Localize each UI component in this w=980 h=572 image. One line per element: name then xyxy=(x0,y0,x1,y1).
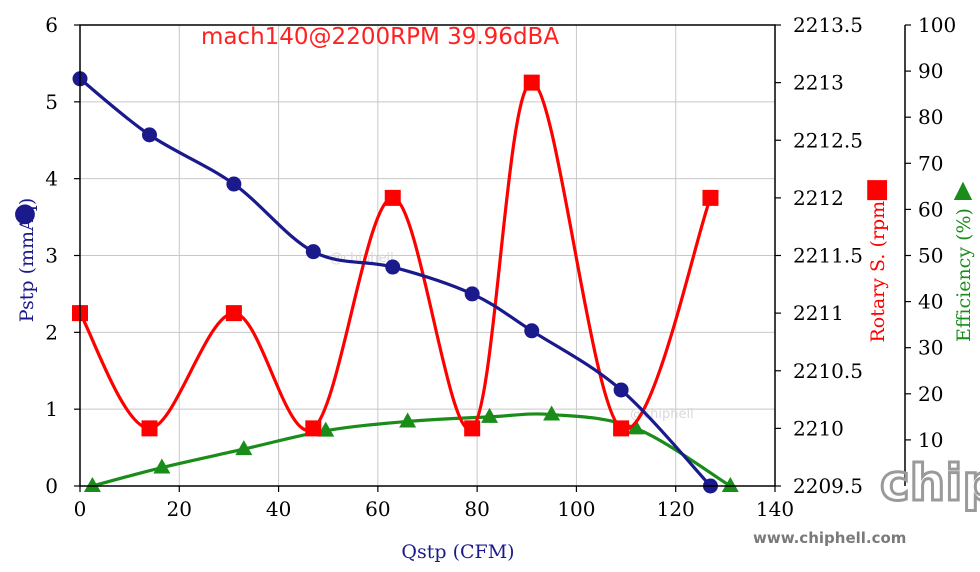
right2-axis-title-group: Efficiency (%) xyxy=(953,208,975,342)
efficiency-point xyxy=(153,458,171,474)
right2-tick-label: 10 xyxy=(918,428,943,452)
x-tick-label: 20 xyxy=(167,497,192,521)
right1-axis-title-group: Rotary S. (rpm) xyxy=(867,193,889,342)
x-tick-label: 40 xyxy=(266,497,291,521)
pstp-point xyxy=(305,244,321,260)
rotary-s-point xyxy=(384,189,401,206)
right1-tick-label: 2209.5 xyxy=(793,474,863,498)
right1-tick-label: 2212.5 xyxy=(793,128,863,152)
efficiency-point xyxy=(235,440,253,456)
right1-tick-label: 2213 xyxy=(793,71,844,95)
left-tick-label: 5 xyxy=(45,90,58,114)
efficiency-point xyxy=(317,421,335,437)
x-tick-label: 100 xyxy=(557,497,595,521)
x-tick-label: 0 xyxy=(74,497,87,521)
efficiency-point xyxy=(399,412,417,428)
right2-tick-label: 80 xyxy=(918,105,943,129)
right1-tick-label: 2211 xyxy=(793,301,844,325)
pstp-point xyxy=(464,286,480,302)
rotary-s-point xyxy=(613,420,630,437)
watermark-mark: @chiphell xyxy=(630,407,694,422)
rotary-s-point xyxy=(305,420,322,437)
efficiency-point xyxy=(481,407,499,423)
right1-tick-label: 2210 xyxy=(793,416,844,440)
right1-axis-marker-square: ■ xyxy=(865,174,890,204)
left-tick-label: 4 xyxy=(45,167,58,191)
right1-tick-label: 2213.5 xyxy=(793,13,863,37)
right1-tick-label: 2210.5 xyxy=(793,359,863,383)
right1-tick-label: 2212 xyxy=(793,186,844,210)
x-tick-label: 80 xyxy=(464,497,489,521)
x-tick-label: 140 xyxy=(756,497,794,521)
x-tick-label: 120 xyxy=(657,497,695,521)
left-tick-label: 3 xyxy=(45,244,58,268)
site-watermark: www.chiphell.com xyxy=(753,529,906,547)
chiphell-logo-text: chip hell xyxy=(880,454,980,512)
chart-title: mach140@2200RPM 39.96dBA xyxy=(201,24,559,50)
rotary-s-point xyxy=(702,189,719,206)
chiphell-logo: chip hell xyxy=(879,453,980,514)
grid-lines xyxy=(80,25,775,486)
right2-tick-label: 90 xyxy=(918,59,943,83)
right2-tick-label: 70 xyxy=(918,151,943,175)
x-axis-title: Qstp (CFM) xyxy=(401,541,514,563)
pstp-point xyxy=(226,176,242,192)
left-tick-label: 6 xyxy=(45,13,58,37)
right1-tick-label: 2211.5 xyxy=(793,244,863,268)
pstp-point xyxy=(385,259,401,275)
left-axis-marker-circle: ● xyxy=(14,198,37,228)
efficiency-point xyxy=(83,477,101,492)
rotary-s-point xyxy=(141,420,158,437)
rotary-s-point xyxy=(464,420,481,437)
rotary-s-point xyxy=(225,305,242,322)
right2-axis-marker-triangle: ▲ xyxy=(954,175,973,203)
pstp-point xyxy=(613,382,629,398)
right1-axis-title: Rotary S. (rpm) xyxy=(867,193,889,342)
pstp-point xyxy=(524,323,540,339)
left-axis-title: Pstp (mmAq) xyxy=(16,198,38,323)
tick-layer: 0 20 40 60 80 100 120 140 0 1 2 3 4 5 6 2209.5 2210 2210.… xyxy=(45,13,956,521)
left-tick-label: 1 xyxy=(45,397,58,421)
efficiency-point xyxy=(627,419,645,435)
right2-tick-label: 20 xyxy=(918,382,943,406)
right2-axis-title: Efficiency (%) xyxy=(953,208,975,342)
right2-tick-label: 60 xyxy=(918,197,943,221)
efficiency-point xyxy=(543,405,561,421)
right2-tick-label: 50 xyxy=(918,244,943,268)
right2-tick-label: 100 xyxy=(918,13,956,37)
efficiency-point xyxy=(721,477,739,492)
left-tick-label: 2 xyxy=(45,320,58,344)
right2-tick-label: 30 xyxy=(918,336,943,360)
left-tick-label: 0 xyxy=(45,474,58,498)
pstp-point xyxy=(142,127,157,143)
series-layer xyxy=(72,71,739,494)
rotary-s-point xyxy=(523,74,540,91)
x-tick-label: 60 xyxy=(365,497,390,521)
left-axis-title-group: Pstp (mmAq) xyxy=(16,198,38,323)
rotary-s-series-line xyxy=(78,81,712,432)
right2-tick-label: 40 xyxy=(918,290,943,314)
